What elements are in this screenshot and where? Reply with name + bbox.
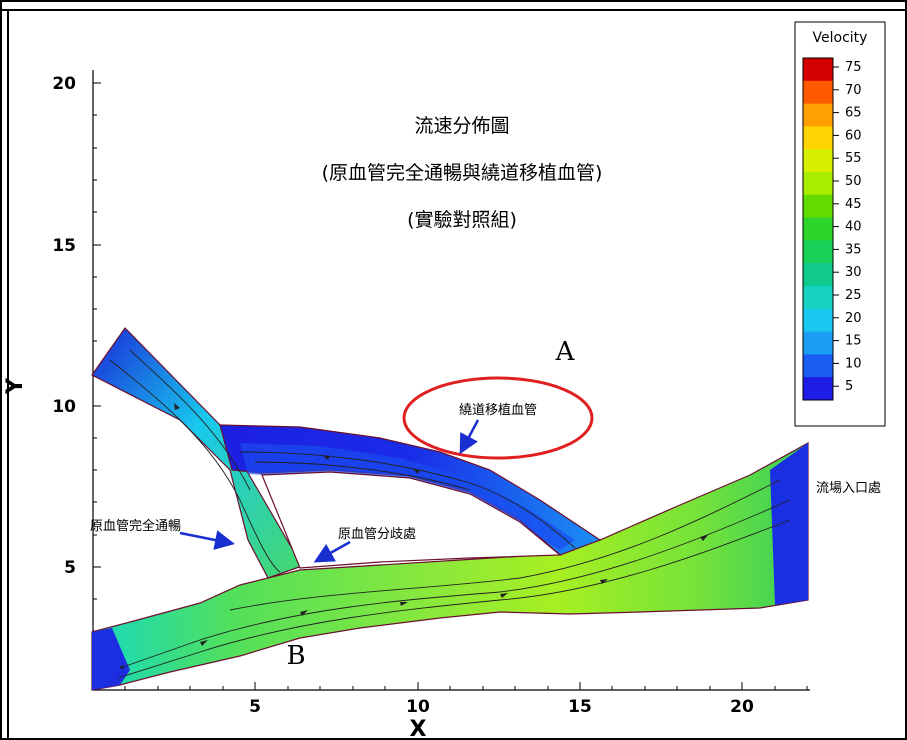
legend-level-label: 5 xyxy=(845,379,853,394)
streamlines xyxy=(109,349,791,679)
title-line-2: (原血管完全通暢與繞道移植血管) xyxy=(322,162,603,184)
legend-swatch xyxy=(803,172,833,196)
y-axis-label: Y xyxy=(3,377,28,395)
graft-highlight-ellipse xyxy=(402,376,594,460)
bifurcation-pointer-arrow xyxy=(313,540,351,563)
legend-swatch xyxy=(803,217,833,241)
velocity-legend: Velocity 75 70 65 60 55 50 45 40 35 30 25 20 15 10 5 xyxy=(794,21,886,427)
x-tick-label: 5 xyxy=(249,697,261,717)
legend-swatch xyxy=(803,263,833,287)
legend-swatch xyxy=(803,194,833,219)
x-tick-label: 20 xyxy=(730,697,754,717)
annotation-native-vessel: 原血管完全通暢 xyxy=(90,518,181,534)
legend-colorbar-frame xyxy=(802,57,834,401)
title-line-1: 流速分佈圖 xyxy=(414,115,509,137)
legend-swatch xyxy=(803,240,833,264)
legend-level-label: 40 xyxy=(845,220,862,235)
annotation-bypass-graft: 繞道移植血管 xyxy=(459,403,537,418)
legend-swatch xyxy=(803,308,833,333)
legend-swatch xyxy=(803,331,833,355)
y-tick-labels: 20 15 10 5 xyxy=(52,74,76,578)
legend-title: Velocity xyxy=(813,30,868,46)
x-tick-label: 15 xyxy=(568,697,592,717)
x-axis-label: X xyxy=(410,717,427,740)
inlet-region xyxy=(770,443,808,605)
legend-swatch xyxy=(803,377,833,401)
legend-level-label: 15 xyxy=(845,334,862,349)
title-line-3: (實驗對照組) xyxy=(407,209,517,231)
figure-title: 流速分佈圖 (原血管完全通暢與繞道移植血管) (實驗對照組) xyxy=(322,115,603,231)
legend-swatch xyxy=(803,354,833,378)
x-tick-labels: 5 10 15 20 xyxy=(249,697,754,717)
annotation-bifurcation: 原血管分歧處 xyxy=(338,527,416,542)
legend-level-label: 25 xyxy=(845,288,862,303)
legend-level-label: 60 xyxy=(845,128,862,143)
legend-swatch xyxy=(803,286,833,310)
outlet-region xyxy=(92,628,130,690)
y-tick-label: 20 xyxy=(52,74,76,94)
streamline-arrows xyxy=(174,403,708,646)
legend-level-label: 45 xyxy=(845,197,862,212)
vessel-field xyxy=(91,327,809,691)
y-tick-label: 15 xyxy=(52,236,76,256)
y-tick-label: 10 xyxy=(52,397,76,417)
legend-level-label: 30 xyxy=(845,265,862,280)
bypass-pointer-arrow xyxy=(459,419,480,455)
bypass-graft-core xyxy=(240,443,575,550)
legend-swatch xyxy=(803,149,833,173)
legend-level-label: 70 xyxy=(845,83,862,98)
legend-swatch xyxy=(803,58,833,82)
y-tick-label: 5 xyxy=(64,558,76,578)
legend-level-label: 10 xyxy=(845,356,862,371)
legend-level-label: 20 xyxy=(845,311,862,326)
main-vessel xyxy=(91,441,809,691)
label-b: B xyxy=(286,641,305,671)
annotation-inlet: 流場入口處 xyxy=(816,481,881,496)
legend-level-label: 75 xyxy=(845,60,862,75)
legend-swatch xyxy=(803,80,833,105)
x-tick-label: 10 xyxy=(406,697,430,717)
legend-level-label: 35 xyxy=(845,242,862,257)
legend-swatch xyxy=(803,103,833,127)
legend-level-label: 55 xyxy=(845,151,862,166)
native-pointer-arrow xyxy=(179,530,235,550)
legend-swatch xyxy=(803,126,833,150)
legend-level-label: 50 xyxy=(845,174,862,189)
label-a: A xyxy=(555,337,576,367)
legend-level-label: 65 xyxy=(845,106,862,121)
vessel-lumen-gap xyxy=(261,471,562,569)
